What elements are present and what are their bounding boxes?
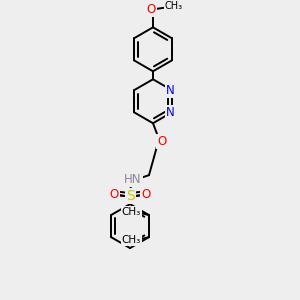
Text: CH₃: CH₃ <box>165 2 183 11</box>
Text: O: O <box>141 188 151 201</box>
Text: O: O <box>158 135 166 148</box>
Text: S: S <box>126 189 134 203</box>
Text: CH₃: CH₃ <box>122 235 141 245</box>
Text: O: O <box>110 188 119 201</box>
Text: N: N <box>166 84 174 97</box>
Text: HN: HN <box>124 173 142 186</box>
Text: O: O <box>146 3 156 16</box>
Text: N: N <box>166 106 174 119</box>
Text: CH₃: CH₃ <box>122 207 141 217</box>
